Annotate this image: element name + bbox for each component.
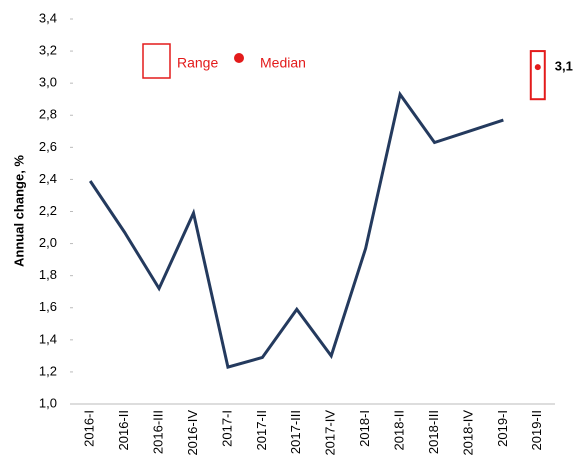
x-tick-label: 2017-II bbox=[254, 410, 269, 450]
line-series bbox=[88, 90, 504, 369]
x-tick-label: 2019-II bbox=[529, 410, 544, 450]
x-tick-label: 2018-III bbox=[426, 410, 441, 454]
y-tick-label: 1,6 bbox=[39, 299, 57, 314]
y-tick-label: 3,2 bbox=[39, 43, 57, 58]
x-tick-label: 2016-IV bbox=[185, 410, 200, 456]
x-tick-label: 2016-I bbox=[82, 410, 97, 447]
y-tick-label: 3,0 bbox=[39, 75, 57, 90]
x-tick-label: 2017-III bbox=[288, 410, 303, 454]
y-tick-label: 1,8 bbox=[39, 267, 57, 282]
y-tick-label: 2,6 bbox=[39, 139, 57, 154]
y-axis-label: Annual change, % bbox=[11, 155, 26, 267]
x-tick-label: 2018-IV bbox=[460, 410, 475, 456]
x-tick-label: 2016-III bbox=[151, 410, 166, 454]
legend-range-swatch bbox=[142, 43, 171, 79]
x-tick-label: 2017-I bbox=[219, 410, 234, 447]
y-tick-label: 2,0 bbox=[39, 235, 57, 250]
x-tick-label: 2018-II bbox=[392, 410, 407, 450]
legend-median-swatch bbox=[234, 53, 244, 63]
y-tick-label: 2,2 bbox=[39, 203, 57, 218]
x-tick-label: 2017-IV bbox=[323, 410, 338, 456]
y-tick-label: 1,0 bbox=[39, 395, 57, 410]
legend-range-label: Range bbox=[177, 55, 218, 71]
median-dot bbox=[534, 64, 541, 71]
y-tick-label: 1,2 bbox=[39, 363, 57, 378]
y-tick-label: 2,4 bbox=[39, 171, 57, 186]
x-tick-label: 2016-II bbox=[116, 410, 131, 450]
x-tick-label: 2018-I bbox=[357, 410, 372, 447]
y-tick-label: 2,8 bbox=[39, 107, 57, 122]
range-box bbox=[529, 50, 546, 101]
median-label: 3,1 bbox=[555, 59, 573, 74]
legend-median-label: Median bbox=[260, 55, 306, 71]
y-tick-label: 3,4 bbox=[39, 10, 57, 25]
y-tick-label: 1,4 bbox=[39, 331, 57, 346]
x-tick-label: 2019-I bbox=[495, 410, 510, 447]
